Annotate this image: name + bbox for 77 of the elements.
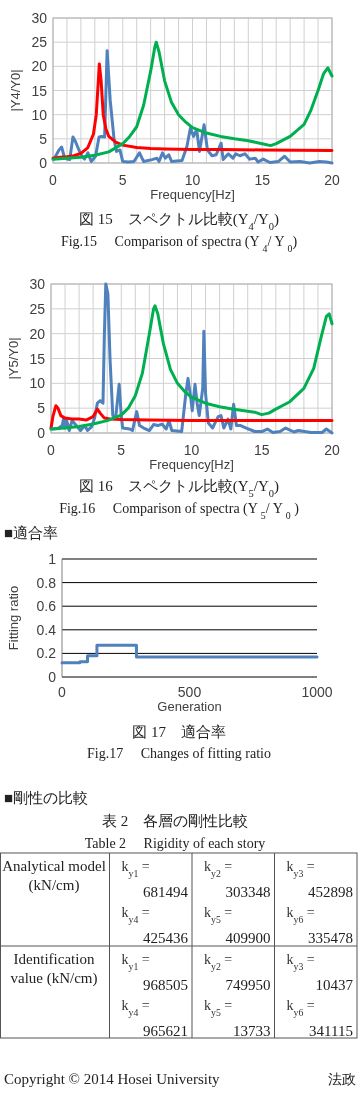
text: Copyright © 2014 Hosei University [4, 1071, 221, 1087]
y-tick-label: 0 [39, 155, 48, 171]
caption: Fig.16 Comparison of spectra (Y $_{5}$/ Y $_{0}$ ) [59, 501, 300, 521]
text: 13733 [233, 1023, 271, 1039]
text: k$_{y1}$ = [121, 859, 150, 879]
y-tick-label: 5 [37, 400, 46, 417]
line-series [51, 62, 334, 160]
text: 681494 [143, 884, 188, 900]
text: k$_{y2}$ = [204, 952, 233, 972]
caption: 図 16 スペクトル比較(Y$_{5}$/Y$_{0}$) [78, 478, 280, 499]
y-tick-label: 20 [29, 325, 46, 342]
text: k$_{y2}$ = [204, 859, 233, 879]
text: 425436 [143, 930, 188, 946]
x-tick-label: 5 [118, 172, 127, 188]
caption: Fig.17 Changes of fitting ratio [87, 746, 271, 761]
text: 341115 [309, 1023, 353, 1039]
chart-title: ■適合率 [4, 525, 59, 541]
x-tick-label: 20 [324, 172, 340, 188]
x-tick-label: 20 [324, 442, 340, 458]
y-axis-title: |Y5/Y0| [6, 337, 21, 380]
y-tick-label: 25 [31, 34, 48, 51]
x-tick-label: 15 [253, 442, 270, 458]
text: k$_{y5}$ = [204, 905, 233, 925]
text: 335478 [308, 930, 353, 946]
text: 968505 [143, 977, 188, 993]
text: k$_{y6}$ = [286, 905, 315, 925]
text: k$_{y3}$ = [286, 952, 315, 972]
y-tick-label: 10 [29, 375, 46, 392]
text: 303348 [225, 884, 271, 900]
line-series [49, 404, 334, 430]
caption: 図 17 適合率 [132, 724, 226, 740]
y-tick-label: 5 [39, 130, 48, 147]
y-tick-label: 15 [31, 82, 48, 99]
text: 法政 [328, 1072, 356, 1087]
x-axis-title: Generation [157, 699, 222, 714]
x-tick-label: 10 [183, 442, 200, 458]
text: k$_{y6}$ = [286, 998, 315, 1018]
y-tick-label: 0.8 [36, 574, 57, 591]
x-tick-label: 1000 [301, 684, 333, 700]
y-tick-label: 0.6 [36, 598, 57, 615]
y-tick-label: 1 [48, 551, 57, 567]
text: 965621 [143, 1023, 188, 1039]
text: 10437 [315, 977, 353, 993]
text: ■剛性の比較 [4, 790, 89, 806]
x-tick-label: 5 [117, 442, 126, 458]
y-tick-label: 30 [29, 276, 46, 292]
y-tick-label: 20 [31, 58, 48, 75]
text: 409900 [225, 930, 271, 946]
x-axis-title: Frequency[Hz] [150, 187, 235, 202]
y-tick-label: 0.4 [36, 621, 57, 638]
x-tick-label: 0 [58, 684, 67, 700]
category-label: Analytical model (kN/cm) [2, 858, 106, 893]
text: k$_{y1}$ = [121, 952, 150, 972]
x-tick-label: 10 [184, 172, 201, 188]
caption: Fig.15 Comparison of spectra (Y $_{4}$/ Y $_{0}$) [60, 234, 298, 254]
y-tick-label: 30 [31, 10, 48, 26]
text: k$_{y4}$ = [121, 905, 150, 925]
x-tick-label: 15 [254, 172, 271, 188]
text: 749950 [225, 977, 271, 993]
y-tick-label: 10 [31, 106, 48, 123]
text: 452898 [308, 884, 353, 900]
text: k$_{y5}$ = [204, 998, 233, 1018]
y-tick-label: 0.2 [36, 645, 57, 662]
y-tick-label: 0 [37, 425, 46, 441]
caption: 図 15 スペクトル比較(Y$_{4}$/Y$_{0}$) [78, 211, 280, 232]
y-tick-label: 15 [29, 350, 46, 367]
y-tick-label: 0 [48, 669, 57, 685]
x-axis-title: Frequency[Hz] [149, 457, 234, 472]
y-axis-title: |Y4/Y0| [8, 69, 23, 112]
text: k$_{y3}$ = [286, 859, 315, 879]
text: Table 2 Rigidity of each story [84, 836, 266, 851]
y-tick-label: 25 [29, 300, 46, 317]
category-label: Identification value (kN/cm) [10, 951, 98, 986]
text: k$_{y4}$ = [121, 998, 150, 1018]
text: 表 2 各層の剛性比較 [101, 813, 249, 829]
x-tick-label: 500 [177, 684, 202, 700]
y-axis-title: Fitting ratio [6, 585, 21, 651]
